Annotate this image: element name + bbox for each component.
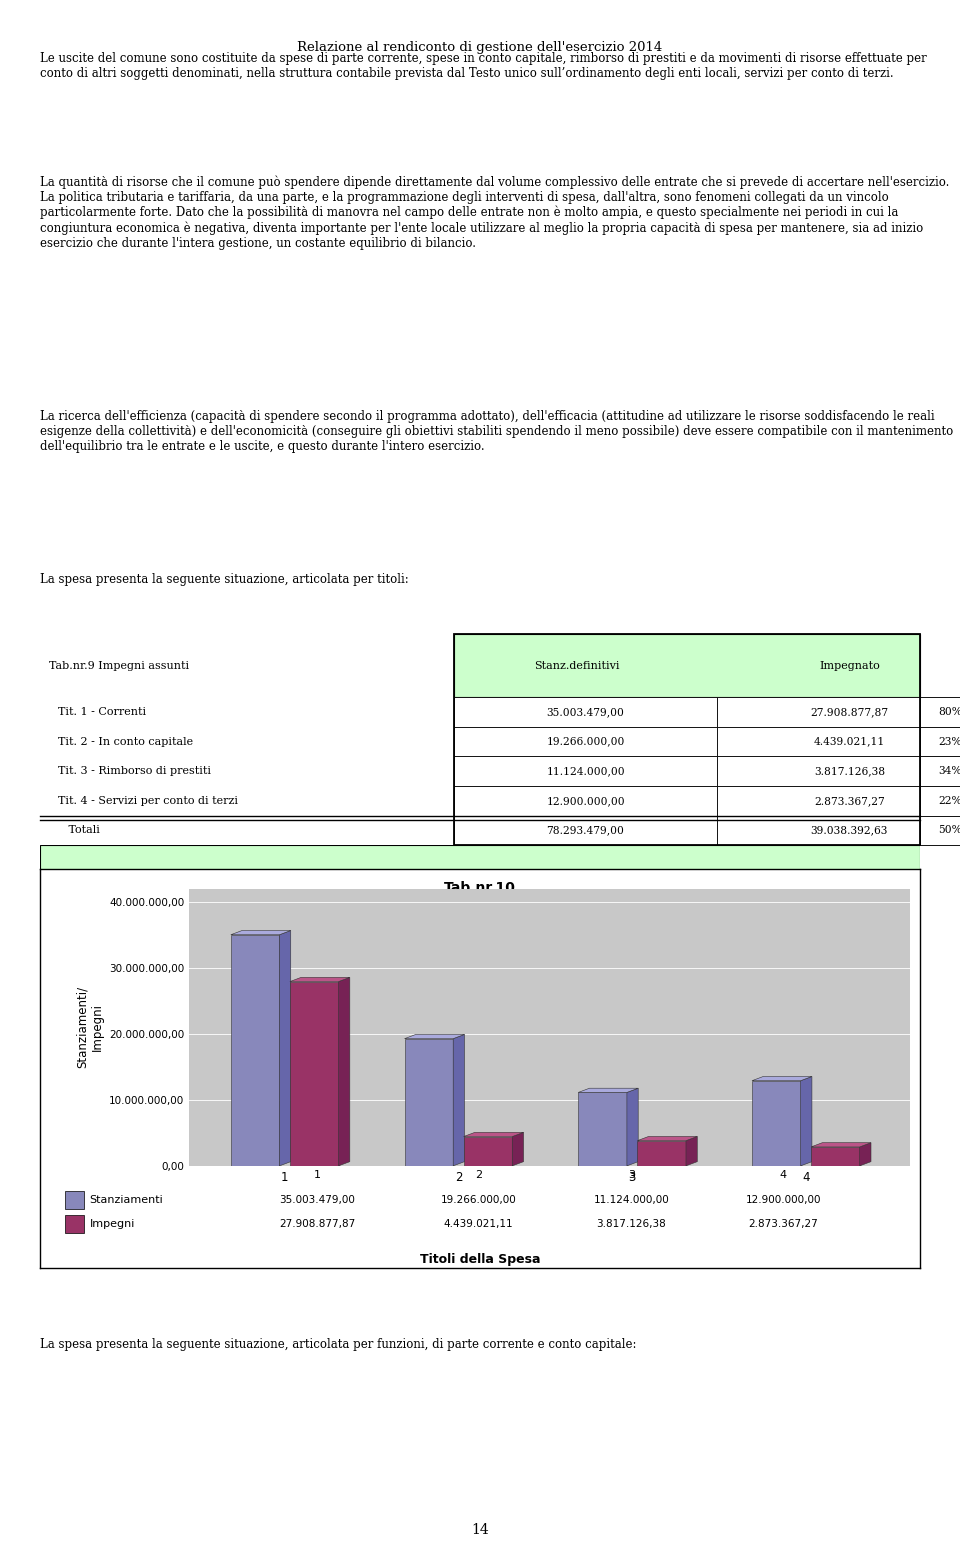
Text: 80%: 80% [939, 707, 960, 717]
Bar [65, 1191, 84, 1208]
Bar [454, 726, 717, 756]
Text: 2.873.367,27: 2.873.367,27 [814, 795, 885, 806]
Text: 2.873.367,27: 2.873.367,27 [749, 1219, 818, 1229]
Bar [920, 815, 960, 845]
Text: Relazione al rendiconto di gestione dell'esercizio 2014: Relazione al rendiconto di gestione dell… [298, 41, 662, 53]
Text: 2: 2 [474, 1171, 482, 1180]
Bar [717, 698, 960, 726]
Bar [65, 1214, 84, 1233]
Polygon shape [686, 1136, 697, 1166]
Text: Le uscite del comune sono costituite da spese di parte corrente, spese in conto : Le uscite del comune sono costituite da … [40, 52, 927, 80]
Polygon shape [860, 1142, 871, 1166]
Polygon shape [453, 1034, 465, 1166]
Bar [811, 1147, 860, 1166]
Text: 3: 3 [628, 1171, 635, 1180]
Bar [454, 815, 717, 845]
Text: 4.439.021,11: 4.439.021,11 [444, 1219, 513, 1229]
Text: La spesa presenta la seguente situazione, articolata per titoli:: La spesa presenta la seguente situazione… [40, 573, 409, 585]
Bar [578, 1092, 627, 1166]
Polygon shape [404, 1034, 465, 1039]
Text: Impegni: Impegni [89, 1219, 135, 1229]
Bar [404, 1039, 453, 1166]
Text: Stanziamenti: Stanziamenti [89, 1194, 163, 1205]
Text: 78.293.479,00: 78.293.479,00 [546, 825, 624, 836]
Text: Tab.nr.9 Impegni assunti: Tab.nr.9 Impegni assunti [49, 660, 189, 670]
Text: 34%: 34% [939, 767, 960, 776]
Text: 12.900.000,00: 12.900.000,00 [746, 1194, 821, 1205]
Text: 3.817.126,38: 3.817.126,38 [596, 1219, 666, 1229]
Bar [637, 1141, 686, 1166]
Polygon shape [637, 1136, 697, 1141]
Text: 14: 14 [471, 1523, 489, 1537]
Bar [454, 756, 717, 786]
Text: 27.908.877,87: 27.908.877,87 [810, 707, 888, 717]
Polygon shape [339, 978, 349, 1166]
Bar [717, 756, 960, 786]
Bar [454, 786, 717, 815]
Bar [717, 815, 960, 845]
Text: 4.439.021,11: 4.439.021,11 [814, 737, 885, 747]
Text: 11.124.000,00: 11.124.000,00 [546, 767, 625, 776]
Text: 27.908.877,87: 27.908.877,87 [279, 1219, 355, 1229]
Bar [920, 726, 960, 756]
Text: 50%: 50% [939, 825, 960, 836]
Bar [920, 786, 960, 815]
Text: 1: 1 [314, 1171, 321, 1180]
Polygon shape [279, 931, 291, 1166]
Text: Tab.nr.10
Impegni assunti: Tab.nr.10 Impegni assunti [418, 881, 542, 911]
Text: 12.900.000,00: 12.900.000,00 [546, 795, 625, 806]
Polygon shape [513, 1133, 523, 1166]
Text: Tit. 4 - Servizi per conto di terzi: Tit. 4 - Servizi per conto di terzi [58, 795, 238, 806]
Polygon shape [627, 1088, 638, 1166]
Bar [920, 698, 960, 726]
Text: La spesa presenta la seguente situazione, articolata per funzioni, di parte corr: La spesa presenta la seguente situazione… [40, 1338, 636, 1351]
Y-axis label: Stanziamenti/
Impegni: Stanziamenti/ Impegni [76, 986, 104, 1069]
Text: La quantità di risorse che il comune può spendere dipende direttamente dal volum: La quantità di risorse che il comune può… [40, 175, 949, 250]
Text: Tit. 2 - In conto capitale: Tit. 2 - In conto capitale [58, 737, 193, 747]
Text: 3.817.126,38: 3.817.126,38 [814, 767, 885, 776]
Bar [920, 756, 960, 786]
Text: 35.003.479,00: 35.003.479,00 [279, 1194, 355, 1205]
Polygon shape [811, 1142, 871, 1147]
Bar [230, 934, 279, 1166]
Bar [717, 786, 960, 815]
Text: 19.266.000,00: 19.266.000,00 [441, 1194, 516, 1205]
Bar [290, 981, 339, 1166]
Text: Totali: Totali [58, 825, 100, 836]
Text: Impegnato: Impegnato [819, 660, 879, 670]
Text: Tit. 3 - Rimborso di prestiti: Tit. 3 - Rimborso di prestiti [58, 767, 211, 776]
Text: 35.003.479,00: 35.003.479,00 [546, 707, 624, 717]
Bar [752, 1081, 801, 1166]
Bar [454, 698, 717, 726]
Polygon shape [290, 978, 349, 981]
Polygon shape [464, 1133, 523, 1136]
Polygon shape [230, 931, 291, 934]
Text: 11.124.000,00: 11.124.000,00 [593, 1194, 669, 1205]
Polygon shape [801, 1077, 812, 1166]
Text: 4: 4 [780, 1171, 787, 1180]
Polygon shape [578, 1088, 638, 1092]
Bar [717, 726, 960, 756]
Text: Stanz.definitivi: Stanz.definitivi [534, 660, 619, 670]
Bar [464, 1136, 513, 1166]
Bar [454, 634, 920, 698]
Polygon shape [752, 1077, 812, 1081]
Text: 22%: 22% [939, 795, 960, 806]
Bar [454, 634, 920, 845]
Text: La ricerca dell'efficienza (capacità di spendere secondo il programma adottato),: La ricerca dell'efficienza (capacità di … [40, 410, 953, 452]
Text: 19.266.000,00: 19.266.000,00 [546, 737, 625, 747]
Text: 23%: 23% [939, 737, 960, 747]
Text: 39.038.392,63: 39.038.392,63 [810, 825, 888, 836]
Text: Tit. 1 - Correnti: Tit. 1 - Correnti [58, 707, 146, 717]
Text: Titoli della Spesa: Titoli della Spesa [420, 1252, 540, 1266]
